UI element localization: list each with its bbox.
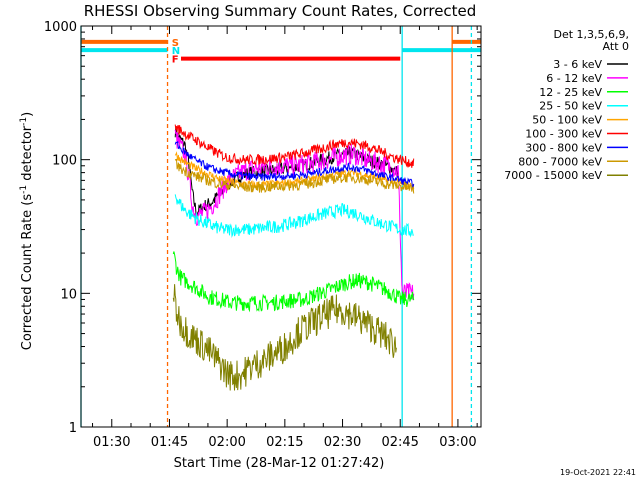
x-tick-label: 01:45	[151, 435, 188, 450]
chart-title: RHESSI Observing Summary Count Rates, Co…	[84, 2, 477, 20]
flag-label-f: F	[172, 55, 179, 66]
x-tick-label: 03:00	[439, 435, 476, 450]
flag-label-n: N	[172, 46, 180, 57]
y-tick-label: 1	[69, 421, 77, 436]
legend-header: Det 1,3,5,6,9,	[553, 28, 629, 41]
y-axis-label: Corrected Count Rate (s-1 detector-1)	[19, 112, 35, 350]
series-line-1	[174, 129, 415, 301]
series-line-2	[172, 251, 415, 313]
series-line-8	[172, 284, 397, 391]
x-axis-label: Start Time (28-Mar-12 01:27:42)	[174, 456, 385, 471]
series-line-4	[174, 151, 415, 193]
legend-label: 300 - 800 keV	[525, 141, 602, 154]
series-line-7	[174, 158, 415, 194]
legend-label: 12 - 25 keV	[539, 86, 602, 99]
legend-label: 7000 - 15000 keV	[504, 169, 602, 182]
x-tick-label: 02:00	[208, 435, 245, 450]
x-tick-label: 02:15	[266, 435, 303, 450]
legend-label: 6 - 12 keV	[546, 72, 602, 85]
series-line-0	[174, 126, 399, 218]
legend-label: 100 - 300 keV	[525, 128, 602, 141]
x-tick-label: 02:45	[381, 435, 418, 450]
flag-label-s: S	[172, 38, 179, 49]
legend-label: 25 - 50 keV	[539, 100, 602, 113]
series-line-5	[174, 124, 415, 168]
timestamp: 19-Oct-2021 22:41	[560, 468, 636, 477]
x-tick-label: 02:30	[324, 435, 361, 450]
legend-header: Att 0	[603, 40, 629, 53]
plot-frame	[80, 25, 482, 428]
y-tick-label: 10	[60, 287, 77, 302]
y-tick-label: 100	[52, 154, 77, 169]
legend-label: 50 - 100 keV	[532, 114, 602, 127]
x-tick-label: 01:30	[93, 435, 130, 450]
series-line-6	[174, 140, 415, 188]
legend-label: 3 - 6 keV	[553, 58, 602, 71]
legend-label: 800 - 7000 keV	[518, 155, 602, 168]
series-line-3	[174, 194, 415, 238]
y-tick-label: 1000	[44, 20, 77, 35]
